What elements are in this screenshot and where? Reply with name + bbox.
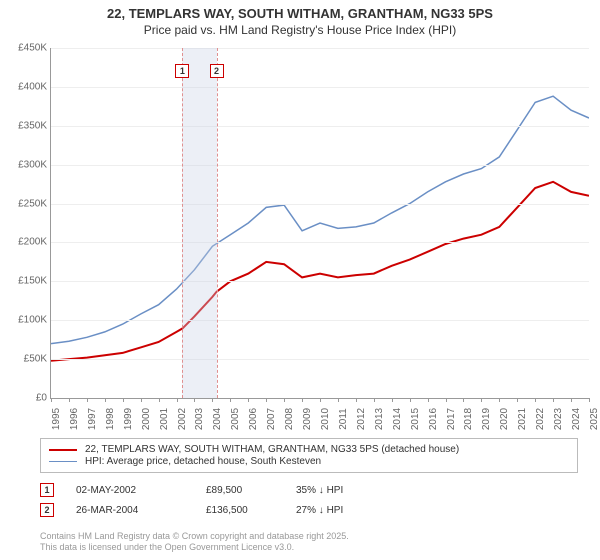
x-axis-label: 1999 [123, 408, 134, 430]
y-axis-label: £0 [3, 393, 47, 404]
legend: 22, TEMPLARS WAY, SOUTH WITHAM, GRANTHAM… [40, 438, 578, 473]
marker-box-icon: 2 [40, 503, 54, 517]
x-axis-label: 2016 [428, 408, 439, 430]
x-axis-label: 2006 [248, 408, 259, 430]
x-axis-label: 2000 [141, 408, 152, 430]
x-axis-label: 2010 [320, 408, 331, 430]
y-axis-label: £200K [3, 237, 47, 248]
x-axis-label: 2005 [230, 408, 241, 430]
x-axis-label: 2022 [535, 408, 546, 430]
y-axis-label: £50K [3, 354, 47, 365]
legend-swatch [49, 461, 77, 462]
x-axis-label: 2015 [410, 408, 421, 430]
marker-price: £136,500 [206, 505, 296, 516]
marker-price: £89,500 [206, 485, 296, 496]
x-axis-label: 1997 [87, 408, 98, 430]
series-price_paid [51, 182, 589, 361]
x-axis-label: 2024 [571, 408, 582, 430]
legend-row: HPI: Average price, detached house, Sout… [49, 456, 569, 467]
marker-pct: 35% ↓ HPI [296, 485, 376, 496]
y-axis-label: £450K [3, 43, 47, 54]
x-axis-label: 2009 [302, 408, 313, 430]
legend-swatch [49, 449, 77, 451]
x-axis-label: 2007 [266, 408, 277, 430]
y-axis-label: £250K [3, 198, 47, 209]
marker-date: 26-MAR-2004 [76, 505, 206, 516]
chart-marker-box: 1 [175, 64, 189, 78]
x-axis-label: 2014 [392, 408, 403, 430]
chart-container: 22, TEMPLARS WAY, SOUTH WITHAM, GRANTHAM… [0, 0, 600, 560]
y-axis-label: £300K [3, 159, 47, 170]
x-axis-label: 1998 [105, 408, 116, 430]
x-axis-label: 2017 [446, 408, 457, 430]
x-axis-label: 2011 [338, 408, 349, 430]
chart-plot-area: £0£50K£100K£150K£200K£250K£300K£350K£400… [50, 48, 589, 399]
marker-pct: 27% ↓ HPI [296, 505, 376, 516]
y-axis-label: £350K [3, 120, 47, 131]
footer-line: This data is licensed under the Open Gov… [40, 542, 349, 554]
x-axis-label: 2002 [177, 408, 188, 430]
x-axis-label: 2012 [356, 408, 367, 430]
x-axis-label: 2021 [517, 408, 528, 430]
legend-row: 22, TEMPLARS WAY, SOUTH WITHAM, GRANTHAM… [49, 444, 569, 455]
title-block: 22, TEMPLARS WAY, SOUTH WITHAM, GRANTHAM… [0, 0, 600, 37]
x-axis-label: 2003 [194, 408, 205, 430]
x-axis-label: 1995 [51, 408, 62, 430]
x-axis-label: 2013 [374, 408, 385, 430]
legend-label: 22, TEMPLARS WAY, SOUTH WITHAM, GRANTHAM… [85, 444, 459, 455]
chart-marker-box: 2 [210, 64, 224, 78]
marker-row: 1 02-MAY-2002 £89,500 35% ↓ HPI [40, 483, 376, 497]
y-axis-label: £400K [3, 81, 47, 92]
x-axis-label: 2018 [463, 408, 474, 430]
x-axis-label: 2001 [159, 408, 170, 430]
x-axis-label: 2023 [553, 408, 564, 430]
marker-box-icon: 1 [40, 483, 54, 497]
marker-row: 2 26-MAR-2004 £136,500 27% ↓ HPI [40, 503, 376, 517]
x-axis-label: 2004 [212, 408, 223, 430]
chart-subtitle: Price paid vs. HM Land Registry's House … [0, 23, 600, 37]
x-axis-label: 1996 [69, 408, 80, 430]
footer: Contains HM Land Registry data © Crown c… [40, 531, 349, 554]
legend-label: HPI: Average price, detached house, Sout… [85, 456, 321, 467]
chart-title: 22, TEMPLARS WAY, SOUTH WITHAM, GRANTHAM… [0, 6, 600, 21]
footer-line: Contains HM Land Registry data © Crown c… [40, 531, 349, 543]
chart-svg [51, 48, 589, 398]
series-hpi [51, 96, 589, 343]
marker-date: 02-MAY-2002 [76, 485, 206, 496]
x-axis-label: 2020 [499, 408, 510, 430]
x-axis-label: 2019 [481, 408, 492, 430]
x-axis-label: 2025 [589, 408, 600, 430]
y-axis-label: £100K [3, 315, 47, 326]
x-axis-label: 2008 [284, 408, 295, 430]
y-axis-label: £150K [3, 276, 47, 287]
